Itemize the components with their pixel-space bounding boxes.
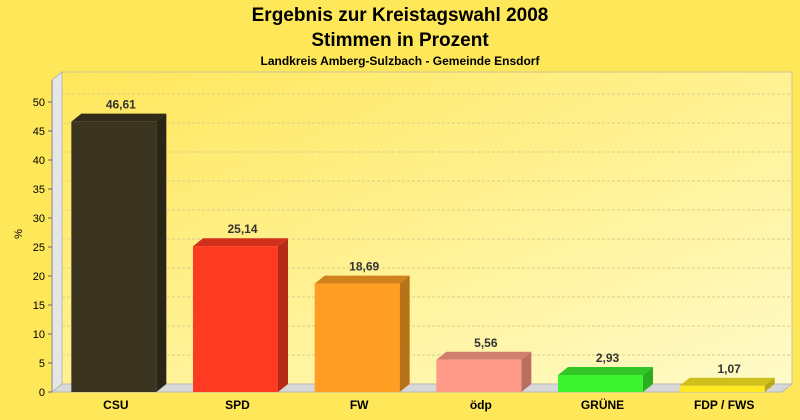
y-tick-label: 20 bbox=[33, 271, 45, 283]
data-label: 2,93 bbox=[596, 351, 620, 365]
y-tick-label: 40 bbox=[33, 155, 45, 167]
x-tick-label: ödp bbox=[470, 398, 492, 412]
x-tick-label: CSU bbox=[103, 398, 128, 412]
bar-top bbox=[558, 367, 653, 376]
y-tick-label: 50 bbox=[33, 97, 45, 109]
y-axis-ticks: 0 5 10 15 20 25 30 35 40 45 50 bbox=[33, 97, 52, 399]
bar-fdp-fws: 1,07 bbox=[679, 362, 775, 392]
bar-side bbox=[156, 113, 167, 393]
y-tick-label: 25 bbox=[33, 242, 45, 254]
bar-top bbox=[193, 238, 288, 247]
plot-area bbox=[50, 70, 794, 394]
bar-csu: 46,61 bbox=[71, 98, 167, 393]
gridlines bbox=[62, 93, 792, 356]
bar-side bbox=[643, 367, 653, 392]
bar-front bbox=[71, 121, 157, 393]
bars: 46,61 25,14 18,69 5,56 2,93 1,07 bbox=[71, 98, 775, 393]
y-tick-label: 0 bbox=[39, 387, 45, 399]
data-label: 25,14 bbox=[227, 222, 257, 236]
chart-caption: Landkreis Amberg-Sulzbach - Gemeinde Ens… bbox=[261, 54, 541, 68]
bar-top bbox=[71, 113, 167, 122]
x-axis-labels: CSU SPD FW ödp GRÜNE FDP / FWS bbox=[103, 397, 754, 412]
bar-top bbox=[436, 351, 532, 360]
data-label: 18,69 bbox=[349, 260, 379, 274]
bar-front bbox=[679, 385, 765, 392]
bar-side bbox=[521, 351, 532, 392]
x-tick-label: FW bbox=[350, 398, 369, 412]
y-tick-label: 5 bbox=[39, 358, 45, 370]
bar-side bbox=[764, 377, 775, 392]
bar-front bbox=[436, 359, 522, 392]
y-tick-label: 45 bbox=[33, 126, 45, 138]
x-tick-label: GRÜNE bbox=[581, 397, 624, 412]
plot-background bbox=[61, 71, 793, 385]
y-axis-label: % bbox=[13, 229, 25, 239]
chart-title: Ergebnis zur Kreistagswahl 2008 bbox=[252, 5, 549, 26]
bar-side bbox=[399, 275, 410, 392]
x-tick-label: FDP / FWS bbox=[694, 398, 754, 412]
bar-top bbox=[314, 275, 410, 284]
bar-grüne: 2,93 bbox=[558, 351, 653, 392]
y-tick-label: 10 bbox=[33, 329, 45, 341]
y-tick-label: 15 bbox=[33, 300, 45, 312]
x-tick-label: SPD bbox=[225, 398, 250, 412]
bar-spd: 25,14 bbox=[193, 222, 288, 392]
bar-front bbox=[193, 246, 278, 392]
bar-ödp: 5,56 bbox=[436, 336, 532, 392]
bar-side bbox=[278, 238, 288, 392]
data-label: 1,07 bbox=[717, 362, 741, 376]
bar-fw: 18,69 bbox=[314, 260, 410, 392]
bar-top bbox=[679, 377, 775, 386]
chart-subtitle: Stimmen in Prozent bbox=[311, 30, 489, 51]
plot-side-wall bbox=[51, 70, 63, 394]
y-tick-label: 30 bbox=[33, 213, 45, 225]
y-tick-label: 35 bbox=[33, 184, 45, 196]
data-label: 5,56 bbox=[474, 336, 498, 350]
bar-front bbox=[314, 283, 400, 392]
data-label: 46,61 bbox=[106, 98, 136, 112]
bar-front bbox=[558, 375, 643, 392]
